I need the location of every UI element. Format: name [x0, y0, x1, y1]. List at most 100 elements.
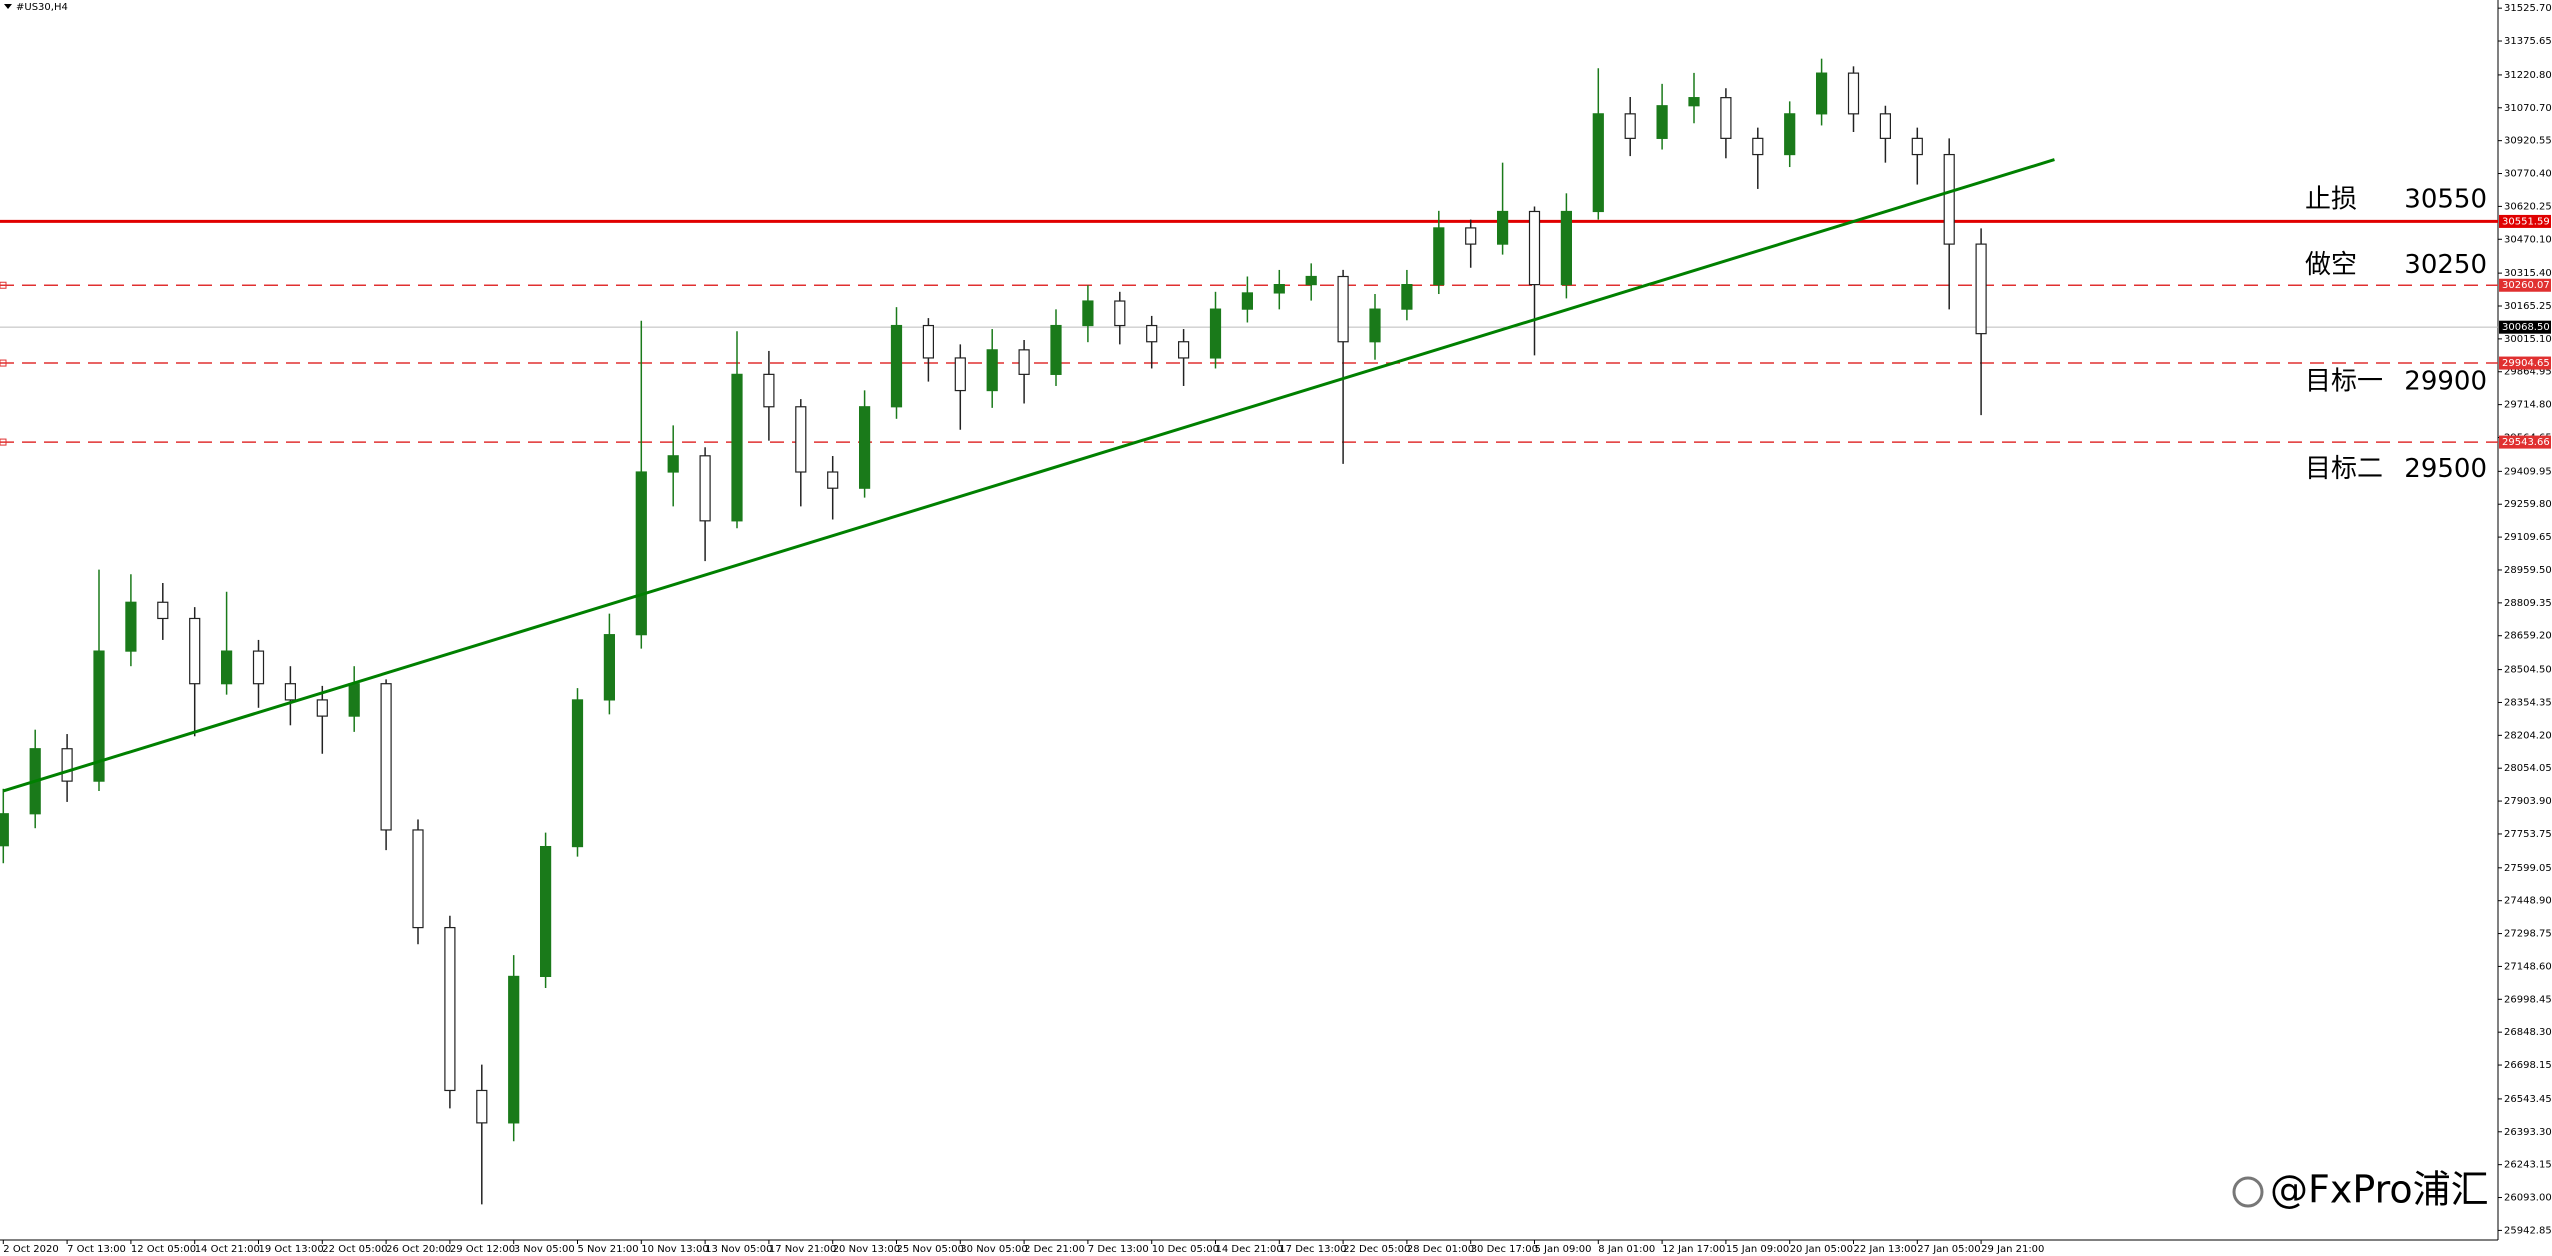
- y-tick-label: 30620.25: [2504, 201, 2552, 212]
- candle-body: [1624, 113, 1636, 139]
- candle-body: [1433, 227, 1445, 286]
- candle-body: [1975, 243, 1987, 335]
- x-tick-label: 26 Oct 20:00: [386, 1244, 451, 1255]
- y-tick-label: 26698.15: [2504, 1060, 2552, 1071]
- candle-body: [1369, 308, 1381, 343]
- x-tick-label: 10 Dec 05:00: [1152, 1244, 1219, 1255]
- x-tick-label: 17 Dec 13:00: [1279, 1244, 1346, 1255]
- x-tick-label: 5 Nov 21:00: [578, 1244, 639, 1255]
- x-tick-label: 15 Jan 09:00: [1726, 1244, 1789, 1255]
- candle-body: [1114, 300, 1126, 327]
- candle-body: [1720, 97, 1732, 139]
- x-tick-label: 29 Jan 21:00: [1981, 1244, 2044, 1255]
- candle-body: [0, 813, 9, 847]
- y-tick-label: 27599.05: [2504, 863, 2552, 874]
- x-tick-label: 12 Jan 17:00: [1662, 1244, 1725, 1255]
- y-tick-label: 31525.70: [2504, 3, 2552, 14]
- plot-layer: [0, 58, 2498, 1205]
- y-tick-label: 28504.50: [2504, 665, 2552, 676]
- candle-body: [1688, 97, 1700, 107]
- candle-body: [1528, 210, 1541, 286]
- candle-body: [444, 926, 456, 1092]
- annotation-label: 止损: [2305, 184, 2357, 214]
- candle-body: [1911, 137, 1923, 156]
- y-tick-label: 29714.80: [2504, 400, 2552, 411]
- y-tick-label: 28959.50: [2504, 565, 2552, 576]
- y-tick-label: 28659.20: [2504, 631, 2552, 642]
- candle-body: [1784, 113, 1796, 156]
- annotation-value: 29900: [2404, 367, 2487, 397]
- level-label: 29904.65: [2502, 358, 2550, 369]
- candle-body: [1273, 284, 1285, 294]
- y-tick-label: 30015.10: [2504, 334, 2552, 345]
- y-tick-label: 28354.35: [2504, 697, 2552, 708]
- x-tick-label: 30 Nov 05:00: [960, 1244, 1027, 1255]
- y-tick-label: 31375.65: [2504, 36, 2552, 47]
- candle-body: [1752, 137, 1764, 156]
- y-tick-label: 27298.75: [2504, 929, 2552, 940]
- x-tick-label: 13 Nov 05:00: [705, 1244, 772, 1255]
- annotation-value: 29500: [2404, 454, 2487, 484]
- candle-body: [476, 1089, 488, 1124]
- candle-body: [1401, 284, 1413, 310]
- chart-title: #US30,H4: [16, 2, 68, 13]
- candle-body: [93, 650, 105, 782]
- candle-body: [858, 406, 871, 489]
- candle-body: [221, 650, 233, 685]
- y-tick-label: 26243.15: [2504, 1160, 2552, 1171]
- candle-body: [731, 373, 743, 522]
- candle-body: [508, 975, 520, 1124]
- y-tick-label: 29259.80: [2504, 499, 2552, 510]
- candle-body: [284, 683, 296, 701]
- candle-body: [986, 349, 998, 392]
- candle-body: [1560, 210, 1573, 286]
- candle-body: [539, 845, 552, 978]
- y-tick-label: 26093.00: [2504, 1193, 2552, 1204]
- candle-body: [1305, 275, 1317, 286]
- x-tick-label: 20 Nov 13:00: [833, 1244, 900, 1255]
- y-tick-label: 31220.80: [2504, 70, 2552, 81]
- candle-body: [61, 748, 73, 782]
- y-tick-label: 30920.55: [2504, 136, 2552, 147]
- y-tick-label: 27448.90: [2504, 896, 2552, 907]
- x-tick-label: 2 Oct 2020: [3, 1244, 58, 1255]
- x-tick-label: 22 Jan 13:00: [1854, 1244, 1917, 1255]
- y-tick-label: 30165.25: [2504, 301, 2552, 312]
- level-label-box: [2499, 214, 2551, 228]
- annotation-label: 做空: [2305, 250, 2357, 280]
- x-tick-label: 27 Jan 05:00: [1917, 1244, 1980, 1255]
- candle-body: [954, 357, 966, 392]
- candle-body: [189, 617, 201, 685]
- candle-body: [1018, 349, 1030, 375]
- candle-body: [571, 699, 584, 848]
- y-tick-label: 27148.60: [2504, 961, 2552, 972]
- y-tick-label: 25942.85: [2504, 1225, 2552, 1236]
- y-tick-label: 26393.30: [2504, 1127, 2552, 1138]
- level-label-box: [2499, 278, 2551, 292]
- candle-body: [1879, 113, 1892, 139]
- candle-body: [1656, 105, 1668, 139]
- y-tick-label: 28054.05: [2504, 763, 2552, 774]
- level-label-box: [2499, 356, 2551, 370]
- annotation-label: 目标二: [2305, 454, 2383, 484]
- level-label-box: [2499, 435, 2551, 449]
- watermark-text: @FxPro浦汇: [2270, 1168, 2489, 1212]
- candle-body: [252, 650, 265, 685]
- x-tick-label: 17 Nov 21:00: [769, 1244, 836, 1255]
- candle-body: [890, 324, 903, 408]
- y-tick-label: 27903.90: [2504, 796, 2552, 807]
- y-tick-label: 30770.40: [2504, 169, 2552, 180]
- level-label-box: [2499, 320, 2551, 334]
- x-tick-label: 22 Dec 05:00: [1343, 1244, 1410, 1255]
- y-tick-label: 29864.95: [2504, 367, 2552, 378]
- y-tick-label: 27753.75: [2504, 829, 2552, 840]
- level-label: 30260.07: [2502, 280, 2550, 291]
- candle-body: [635, 471, 647, 636]
- watermark: @FxPro浦汇: [2232, 1168, 2489, 1212]
- symbol-menu-icon[interactable]: [4, 4, 12, 9]
- x-tick-label: 5 Jan 09:00: [1535, 1244, 1592, 1255]
- annotation-label: 目标一: [2305, 367, 2383, 397]
- y-tick-label: 28809.35: [2504, 598, 2552, 609]
